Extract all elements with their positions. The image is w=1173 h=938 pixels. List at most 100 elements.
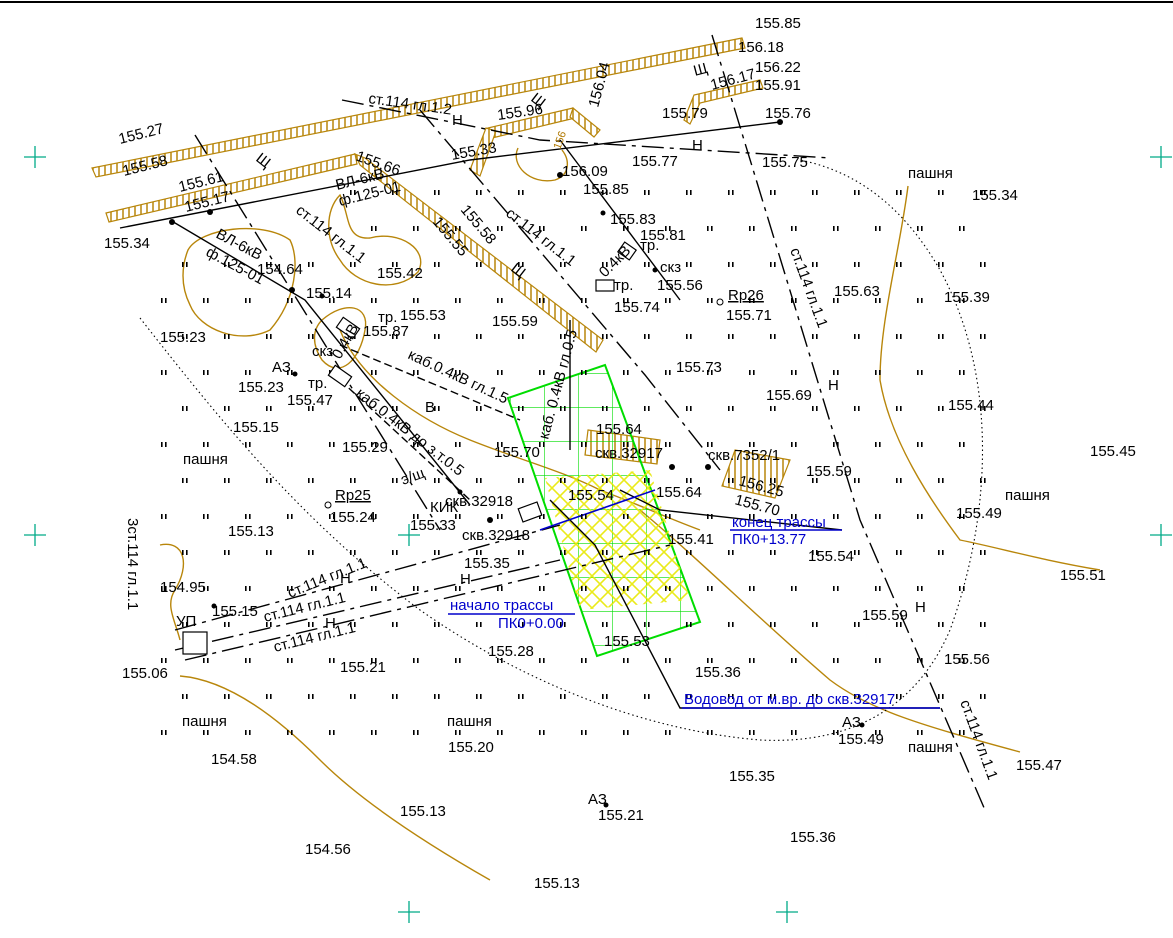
elevation-label: 155.49 (838, 731, 884, 748)
arable-mark (732, 334, 734, 339)
arable-mark (434, 406, 436, 411)
arable-mark (396, 478, 398, 483)
elevation-label: 155.83 (610, 211, 656, 228)
arable-mark (203, 514, 205, 519)
arable-mark (795, 730, 797, 735)
arable-mark (980, 190, 982, 195)
arable-land-label: пашня (183, 451, 228, 468)
arable-mark (203, 586, 205, 591)
elevation-label: 154.95 (160, 579, 206, 596)
arable-mark (669, 370, 671, 375)
arable-mark (669, 658, 671, 663)
arable-mark (203, 370, 205, 375)
elevation-label: 155.59 (492, 313, 538, 330)
elevation-label: 155.23 (160, 329, 206, 346)
arable-mark (560, 694, 562, 699)
elevation-label: 155.14 (306, 285, 352, 302)
elevation-label: 155.49 (956, 505, 1002, 522)
arable-mark (690, 622, 692, 627)
arable-mark (501, 586, 503, 591)
elevation-label: 155.36 (695, 664, 741, 681)
arable-mark (266, 406, 268, 411)
arable-mark (581, 514, 583, 519)
elevation-label: 155.13 (228, 523, 274, 540)
arable-mark (186, 622, 188, 627)
arable-mark (203, 442, 205, 447)
arable-mark (791, 370, 793, 375)
elevation-label: 155.77 (632, 153, 678, 170)
arable-mark (648, 334, 650, 339)
arable-mark (434, 694, 436, 699)
arable-mark (917, 514, 919, 519)
arable-mark (224, 478, 226, 483)
arable-mark (396, 406, 398, 411)
arable-mark (354, 190, 356, 195)
arable-mark (291, 730, 293, 735)
arable-mark (795, 298, 797, 303)
arable-mark (896, 478, 898, 483)
arable-mark (438, 622, 440, 627)
arable-mark (581, 730, 583, 735)
water-pipe-label: Водовод от м.вр. до скв.32917 (684, 691, 895, 708)
arable-mark (413, 442, 415, 447)
arable-mark (921, 370, 923, 375)
arable-mark (203, 298, 205, 303)
arable-mark (539, 298, 541, 303)
arable-mark (417, 586, 419, 591)
arable-mark (266, 550, 268, 555)
arable-mark (207, 730, 209, 735)
arable-mark (963, 730, 965, 735)
arable-mark (161, 514, 163, 519)
arable-mark (858, 622, 860, 627)
arable-mark (854, 334, 856, 339)
arable-mark (392, 262, 394, 267)
arable-mark (375, 298, 377, 303)
route-labels: начало трассы ПК0+0.00 конец трассы ПК0+… (450, 514, 895, 708)
arable-mark (732, 190, 734, 195)
arable-mark (497, 298, 499, 303)
arable-mark (480, 622, 482, 627)
arable-mark (623, 370, 625, 375)
arable-mark (665, 442, 667, 447)
elevation-label: 155.15 (233, 419, 279, 436)
arable-mark (627, 658, 629, 663)
arable-mark (753, 586, 755, 591)
arable-mark (648, 550, 650, 555)
arable-mark (375, 658, 377, 663)
arable-mark (522, 406, 524, 411)
arable-mark (686, 478, 688, 483)
arable-mark (455, 370, 457, 375)
arable-mark (833, 514, 835, 519)
arable-mark (245, 658, 247, 663)
arable-mark (665, 514, 667, 519)
arable-mark (833, 370, 835, 375)
arable-mark (354, 550, 356, 555)
arable-mark (728, 694, 730, 699)
arable-mark (539, 370, 541, 375)
arable-mark (837, 586, 839, 591)
arable-mark (812, 550, 814, 555)
arable-mark (518, 262, 520, 267)
arable-mark (644, 334, 646, 339)
arable-mark (161, 730, 163, 735)
arable-mark (644, 550, 646, 555)
arable-mark (875, 370, 877, 375)
arable-mark (711, 730, 713, 735)
arable-mark (350, 190, 352, 195)
arable-mark (854, 406, 856, 411)
cathodic-station-label: скз (312, 343, 333, 360)
arable-mark (711, 586, 713, 591)
arable-mark (497, 730, 499, 735)
arable-mark (585, 226, 587, 231)
arable-mark (963, 514, 965, 519)
arable-mark (959, 514, 961, 519)
arable-mark (564, 262, 566, 267)
arable-mark (438, 478, 440, 483)
arable-mark (291, 298, 293, 303)
elevation-label: 154.58 (211, 751, 257, 768)
arable-mark (413, 514, 415, 519)
arable-mark (371, 442, 373, 447)
arable-mark (270, 478, 272, 483)
benchmark-label: Rp25 (335, 487, 371, 504)
arable-mark (984, 478, 986, 483)
